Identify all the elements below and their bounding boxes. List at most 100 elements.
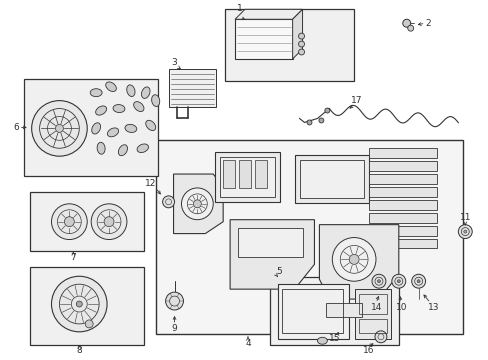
Circle shape (457, 225, 471, 239)
Circle shape (55, 125, 63, 132)
Circle shape (407, 25, 413, 31)
Circle shape (306, 120, 311, 125)
Bar (358, 319, 386, 333)
Circle shape (298, 41, 304, 47)
Bar (238, 228, 302, 257)
Circle shape (324, 108, 329, 113)
Circle shape (51, 276, 107, 332)
Bar (368, 239, 436, 248)
Circle shape (104, 217, 114, 227)
Ellipse shape (125, 124, 137, 132)
Polygon shape (319, 225, 398, 299)
Bar (354, 289, 390, 339)
Circle shape (181, 188, 213, 220)
Bar (168, 69, 216, 107)
Bar (269, 277, 398, 345)
Circle shape (374, 331, 386, 343)
Text: 13: 13 (427, 302, 438, 311)
Text: 9: 9 (171, 324, 177, 333)
Bar (30, 267, 143, 345)
Bar (215, 152, 279, 202)
Ellipse shape (105, 82, 116, 91)
Text: 2: 2 (425, 19, 430, 28)
Text: 14: 14 (370, 302, 382, 311)
Bar (235, 19, 292, 59)
Ellipse shape (137, 144, 148, 153)
Bar (281, 289, 343, 333)
Circle shape (396, 280, 400, 283)
Bar (368, 200, 436, 210)
Circle shape (332, 238, 375, 281)
Circle shape (402, 19, 410, 27)
Ellipse shape (96, 106, 106, 115)
Text: 10: 10 (395, 302, 407, 311)
Circle shape (193, 200, 201, 208)
Bar (223, 160, 235, 188)
Bar (254, 160, 266, 188)
Ellipse shape (92, 123, 101, 134)
Circle shape (165, 292, 183, 310)
Ellipse shape (151, 95, 160, 107)
Text: 15: 15 (328, 334, 339, 343)
Text: 6: 6 (14, 123, 20, 132)
Circle shape (51, 204, 87, 239)
Bar (24, 79, 157, 176)
Bar (325, 303, 361, 317)
Bar (358, 294, 386, 314)
Circle shape (348, 255, 358, 264)
Polygon shape (292, 9, 302, 59)
Bar (30, 192, 143, 251)
Bar (368, 148, 436, 158)
Circle shape (416, 280, 419, 283)
Ellipse shape (141, 87, 150, 98)
Circle shape (32, 100, 87, 156)
Ellipse shape (97, 142, 105, 154)
Bar (368, 213, 436, 223)
Circle shape (91, 204, 127, 239)
Ellipse shape (133, 102, 143, 112)
Text: 7: 7 (70, 253, 76, 262)
Polygon shape (235, 9, 302, 19)
Text: 12: 12 (145, 180, 156, 189)
Circle shape (298, 33, 304, 39)
Ellipse shape (90, 89, 102, 96)
Ellipse shape (126, 85, 135, 96)
Text: 4: 4 (244, 339, 250, 348)
Circle shape (463, 230, 466, 233)
Bar (155, 140, 462, 334)
Bar (294, 155, 368, 203)
Circle shape (371, 274, 385, 288)
Ellipse shape (145, 120, 155, 131)
Ellipse shape (317, 337, 326, 344)
Circle shape (377, 280, 380, 283)
Circle shape (64, 217, 74, 227)
Text: 1: 1 (237, 4, 243, 13)
Ellipse shape (107, 128, 119, 137)
Circle shape (391, 274, 405, 288)
Bar (368, 226, 436, 235)
Bar (368, 174, 436, 184)
Polygon shape (173, 174, 223, 234)
Text: 16: 16 (363, 346, 374, 355)
Bar (220, 157, 274, 197)
Circle shape (318, 118, 323, 123)
Bar (368, 187, 436, 197)
Circle shape (85, 320, 93, 328)
Text: 5: 5 (275, 267, 281, 276)
Circle shape (411, 274, 425, 288)
Text: 17: 17 (351, 96, 362, 105)
Bar (299, 160, 364, 198)
Circle shape (298, 49, 304, 55)
Circle shape (163, 196, 174, 208)
Bar (368, 161, 436, 171)
Ellipse shape (113, 104, 124, 113)
Ellipse shape (118, 145, 127, 156)
Polygon shape (230, 220, 314, 289)
Bar (224, 9, 353, 81)
Circle shape (76, 301, 82, 307)
Bar (277, 284, 348, 339)
Text: 8: 8 (76, 346, 82, 355)
Text: 3: 3 (171, 58, 177, 67)
Text: 11: 11 (459, 213, 470, 222)
Bar (239, 160, 250, 188)
